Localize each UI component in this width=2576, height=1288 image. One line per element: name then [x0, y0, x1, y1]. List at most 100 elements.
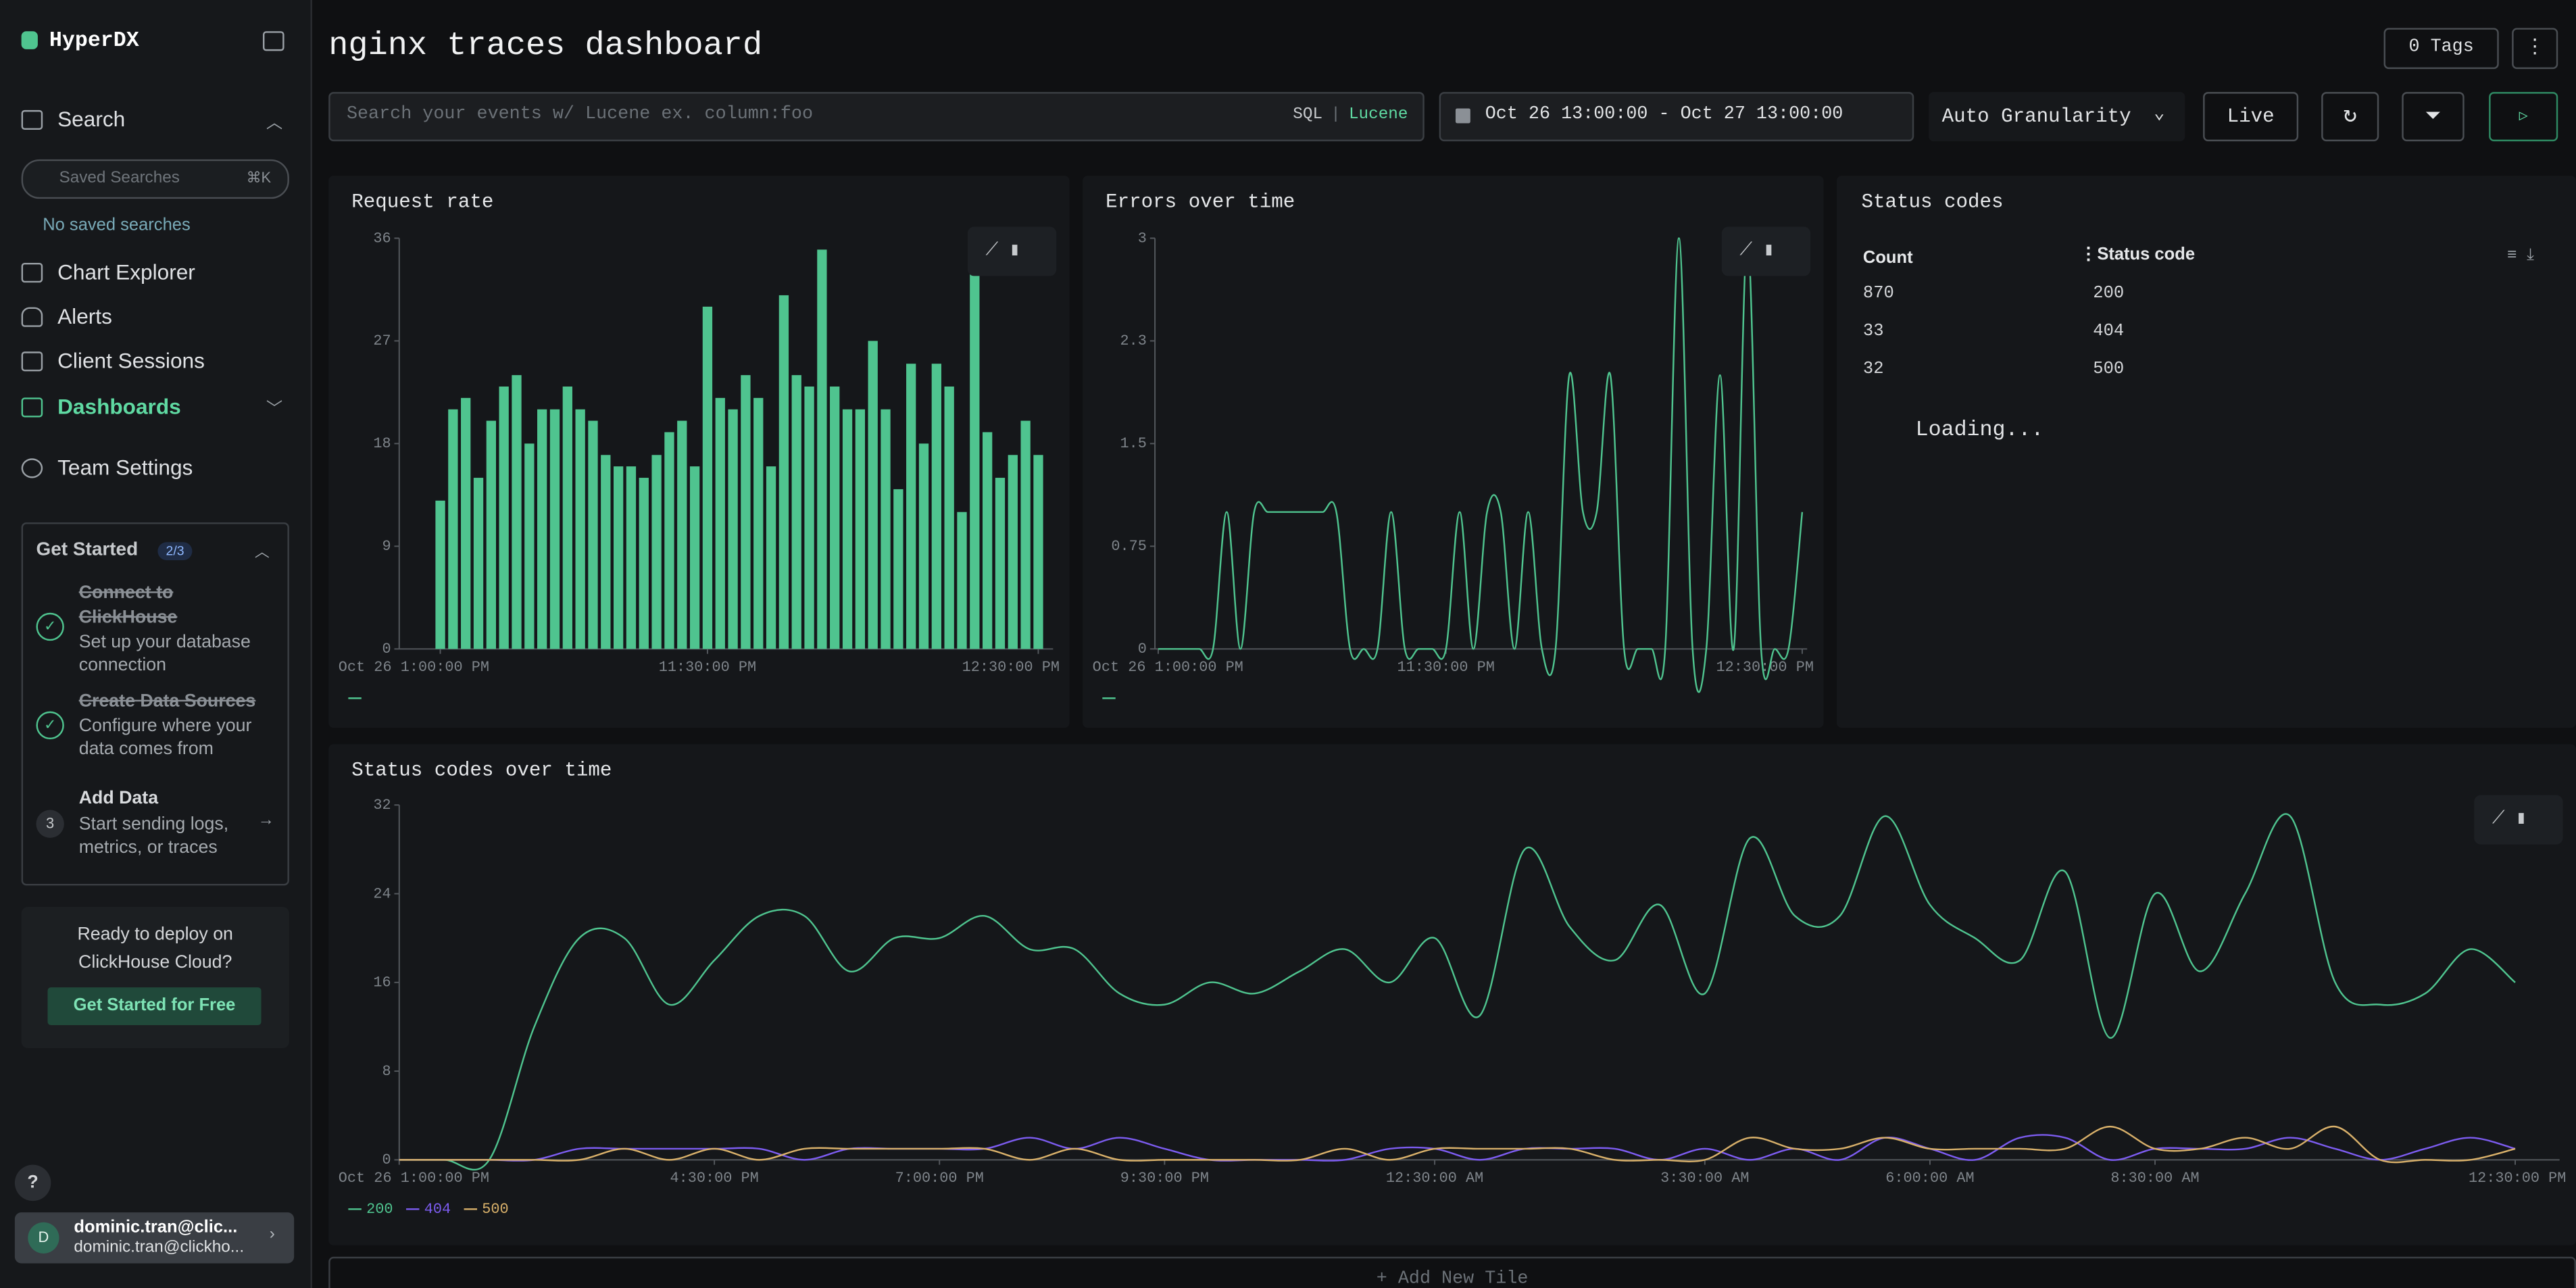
nav-dashboards[interactable]: Dashboards — [57, 394, 181, 419]
chevron-down[interactable]: ﹀ — [266, 401, 283, 419]
line — [1158, 237, 1804, 693]
filter-button[interactable]: ⏷ — [2402, 92, 2464, 142]
arrow: → — [257, 811, 274, 830]
saved-search-input[interactable]: Saved Searches ⌘K — [21, 159, 289, 199]
chart-type-toggle[interactable]: ⟋ ▮ — [967, 226, 1057, 276]
x-tick-label: Oct 26 1:00:00 PM — [339, 1170, 489, 1187]
nav-alerts[interactable]: Alerts — [57, 303, 112, 329]
bar — [677, 420, 687, 649]
user-name: dominic.tran@clic... — [74, 1217, 238, 1237]
brand[interactable]: HyperDX — [49, 28, 139, 53]
bar — [1008, 455, 1018, 649]
table-cell: 32 — [1862, 360, 1884, 380]
collapse-card[interactable]: ︿ — [254, 543, 270, 561]
collapse-toggle[interactable] — [262, 31, 284, 51]
sidebar: HyperDX Search ︿ Saved Searches ⌘K No sa… — [0, 0, 312, 1288]
nav-team-settings[interactable]: Team Settings — [57, 455, 193, 480]
refresh-button[interactable]: ↻ — [2321, 92, 2379, 142]
tile-title: Status codes — [1861, 191, 2004, 214]
x-tick-label: 8:30:00 AM — [2110, 1170, 2199, 1187]
add-tile-button[interactable]: + Add New Tile — [328, 1256, 2576, 1288]
table-cell: 404 — [2093, 322, 2125, 342]
bar — [842, 409, 853, 649]
help-button[interactable]: ? — [14, 1164, 51, 1202]
nav-chart-explorer[interactable]: Chart Explorer — [57, 259, 195, 284]
bar — [1033, 455, 1043, 649]
y-tick-label: 9 — [382, 538, 391, 555]
bar — [639, 478, 649, 649]
chevron-up[interactable]: ︿ — [266, 115, 283, 133]
bar — [906, 364, 916, 649]
table-actions[interactable]: ≡ ⤓ — [2506, 248, 2534, 266]
x-tick-label: 11:30:00 PM — [1397, 659, 1495, 676]
run-button[interactable]: ▷ — [2489, 92, 2558, 142]
bar — [537, 409, 547, 649]
dashboard-title[interactable]: nginx traces dashboard — [328, 28, 763, 66]
chevron: ⌄ — [2154, 105, 2165, 125]
live-button[interactable]: Live — [2203, 92, 2299, 142]
y-tick-label: 3 — [1138, 230, 1147, 247]
line — [399, 1125, 2516, 1164]
bar — [575, 409, 585, 649]
bar — [830, 386, 840, 649]
tags-button[interactable]: 0 Tags — [2383, 28, 2499, 70]
nav-search[interactable]: Search — [57, 107, 126, 132]
column-header[interactable]: ⋮Status code — [2079, 245, 2196, 265]
step-done: ✓ — [36, 711, 64, 740]
chart-type-toggle[interactable]: ⟋ ▮ — [1721, 226, 1811, 276]
user-email: dominic.tran@clickho... — [74, 1239, 245, 1257]
y-tick-label: 27 — [373, 332, 391, 349]
bar — [448, 409, 458, 649]
logo — [21, 31, 38, 49]
nav-client-sessions[interactable]: Client Sessions — [57, 348, 205, 373]
progress-badge: 2/3 — [157, 542, 193, 561]
bar — [957, 512, 967, 649]
x-tick-label: 7:00:00 PM — [895, 1170, 984, 1187]
more-button[interactable]: ⋮ — [2512, 28, 2558, 70]
alerts-icon — [21, 307, 43, 327]
bar — [512, 375, 522, 649]
y-tick-label: 0 — [1138, 641, 1147, 658]
chart-type-toggle[interactable]: ⟋ ▮ — [2474, 795, 2563, 845]
bar — [715, 397, 725, 649]
chart-tile: Request rate 0 9 18 27 36 Oct 26 1:00:00 PM 11… — [328, 176, 1070, 728]
bar — [868, 341, 878, 649]
deploy-button[interactable]: Get Started for Free — [47, 987, 262, 1026]
search-icon — [21, 109, 43, 130]
tags-label: 0 Tags — [2408, 37, 2474, 58]
step-desc: Set up your database connection — [78, 632, 251, 676]
sql-toggle[interactable]: SQL — [1293, 107, 1323, 125]
get-started-card: Get Started 2/3 ︿ ✓ Connect to ClickHous… — [21, 522, 289, 886]
y-tick-label: 1.5 — [1120, 435, 1147, 452]
deploy-text: Ready to deploy on ClickHouse Cloud? — [77, 924, 233, 973]
toggle-icons: ⟋ ▮ — [1739, 241, 1775, 262]
bar — [613, 466, 624, 649]
bar — [881, 409, 891, 649]
y-tick-label: 0 — [382, 641, 391, 658]
bar — [588, 420, 598, 649]
y-tick-label: 24 — [373, 885, 391, 902]
search-input[interactable]: Search your events w/ Lucene ex. column:… — [328, 92, 1425, 142]
bar — [728, 409, 738, 649]
granularity-select[interactable]: Auto Granularity ⌄ — [1929, 92, 2185, 142]
x-tick-label: Oct 26 1:00:00 PM — [1093, 659, 1243, 676]
toggle-icons: ⟋ ▮ — [2492, 810, 2527, 830]
step-number: 3 — [36, 810, 64, 838]
column-header[interactable]: Count — [1862, 248, 1913, 268]
time-range-picker[interactable]: Oct 26 13:00:00 - Oct 27 13:00:00 — [1439, 92, 1914, 142]
legend-label: 500 — [482, 1201, 508, 1218]
lucene-toggle[interactable]: Lucene — [1348, 107, 1408, 125]
y-tick-label: 0.75 — [1111, 538, 1147, 555]
bar — [601, 455, 611, 649]
step-desc: Configure where your data comes from — [78, 716, 252, 760]
table-cell: 500 — [2093, 360, 2125, 380]
column-header-text: Status code — [2097, 245, 2196, 265]
x-tick-label: 11:30:00 PM — [659, 659, 756, 676]
shortcut: ⌘K — [246, 169, 272, 186]
bar — [918, 443, 929, 649]
step-title[interactable]: Add Data — [78, 788, 159, 809]
settings-icon — [21, 458, 43, 478]
y-tick-label: 18 — [373, 435, 391, 452]
user-menu[interactable]: D dominic.tran@clic... dominic.tran@clic… — [14, 1212, 295, 1264]
bar — [995, 478, 1006, 649]
